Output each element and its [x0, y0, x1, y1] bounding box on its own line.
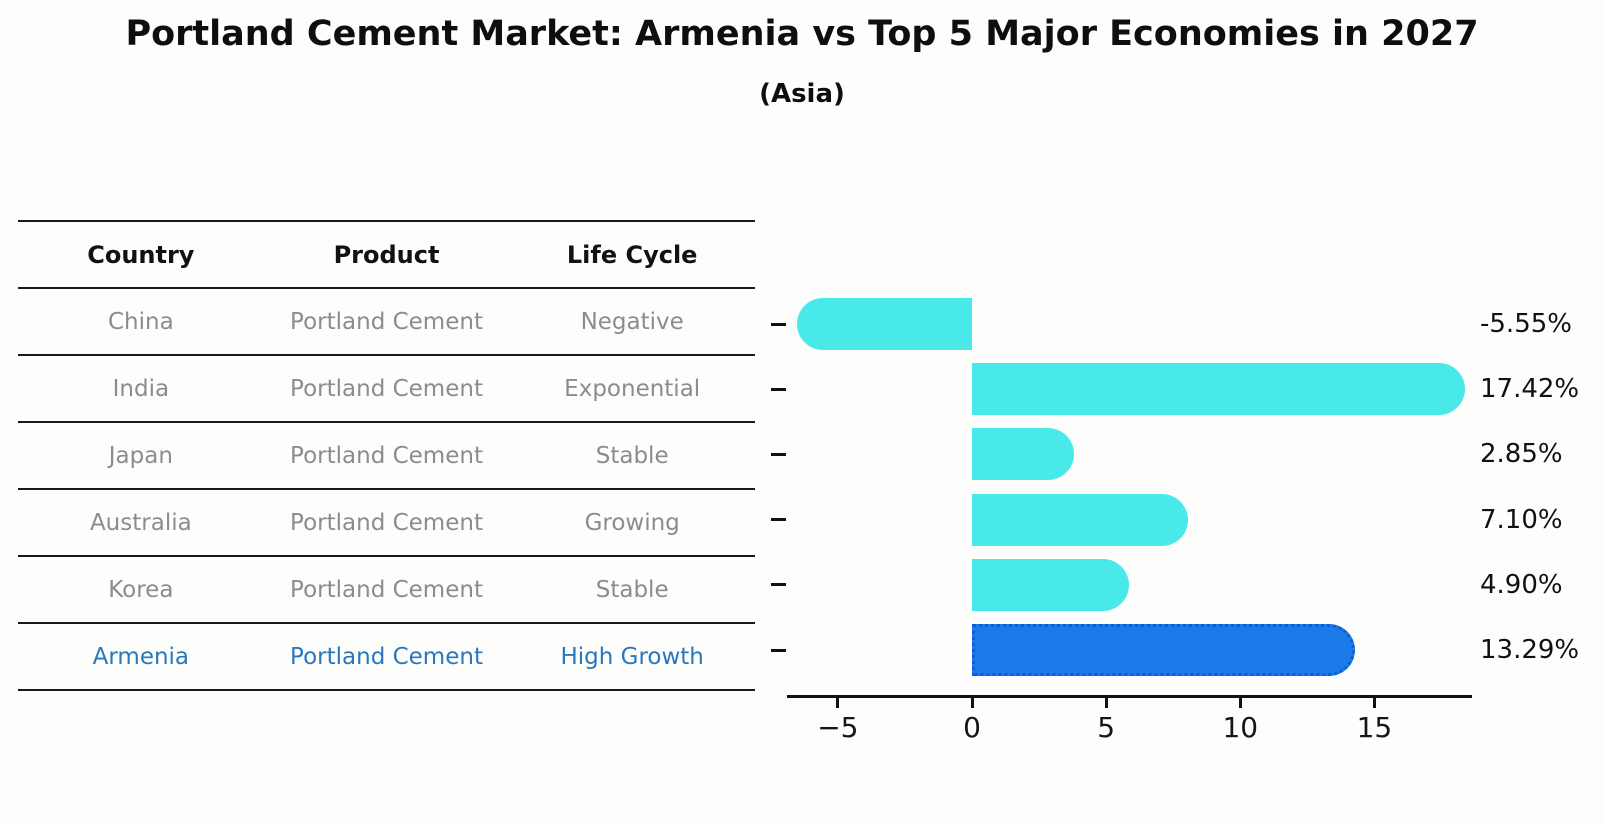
cell-country: Armenia — [92, 643, 190, 670]
value-label-china: -5.55% — [1480, 309, 1572, 339]
y-tick-korea — [771, 583, 786, 587]
table-body: China Portland Cement Negative India Portlan… — [18, 289, 755, 691]
table-row-japan: Japan Portland Cement Stable — [18, 423, 755, 490]
cell-life-cycle: Exponential — [564, 375, 701, 402]
x-tick-mark-15 — [1372, 698, 1376, 708]
x-tick-mark-0 — [970, 698, 974, 708]
y-tick-japan — [771, 452, 786, 456]
cell-product: Portland Cement — [290, 643, 483, 670]
cell-life-cycle: High Growth — [560, 643, 704, 670]
value-label-australia: 7.10% — [1480, 504, 1563, 535]
y-tick-china — [771, 322, 786, 326]
cell-country: China — [107, 308, 174, 335]
cell-life-cycle: Negative — [580, 308, 684, 335]
bar-japan — [972, 428, 1075, 481]
cell-product: Portland Cement — [290, 375, 483, 402]
data-table: Country Product Life Cycle China Portland… — [18, 220, 755, 691]
cell-product: Portland Cement — [290, 308, 483, 335]
column-header-product: Product — [333, 240, 440, 269]
bar-armenia — [972, 624, 1355, 676]
x-tick-label-5: 5 — [1097, 711, 1116, 744]
table-header-row: Country Product Life Cycle — [18, 222, 755, 289]
column-header-lifecycle: Life Cycle — [566, 240, 698, 269]
x-tick-label--5: −5 — [817, 711, 859, 744]
cell-life-cycle: Stable — [595, 576, 669, 603]
cell-country: Japan — [108, 442, 173, 469]
cell-product: Portland Cement — [290, 576, 483, 603]
y-tick-armenia — [771, 648, 786, 652]
table-row-india: India Portland Cement Exponential — [18, 356, 755, 423]
table-row-australia: Australia Portland Cement Growing — [18, 490, 755, 557]
value-label-armenia: 13.29% — [1480, 635, 1580, 665]
bar-china — [797, 298, 972, 350]
table-row-china: China Portland Cement Negative — [18, 289, 755, 356]
table-row-armenia: Armenia Portland Cement High Growth — [18, 624, 755, 691]
cell-life-cycle: Growing — [584, 509, 680, 536]
value-label-japan: 2.85% — [1480, 439, 1563, 470]
x-tick-label-15: 15 — [1356, 711, 1393, 744]
table-row-korea: Korea Portland Cement Stable — [18, 557, 755, 624]
x-tick-mark--5 — [836, 698, 840, 708]
cell-country: India — [112, 375, 170, 402]
cell-life-cycle: Stable — [595, 442, 669, 469]
y-tick-australia — [771, 518, 786, 522]
bar-india — [972, 363, 1466, 416]
column-header-country: Country — [87, 240, 195, 269]
value-label-korea: 4.90% — [1480, 569, 1563, 600]
cell-product: Portland Cement — [290, 442, 483, 469]
x-axis-line — [787, 695, 1472, 698]
value-label-india: 17.42% — [1480, 374, 1580, 405]
x-tick-mark-10 — [1238, 698, 1242, 708]
x-tick-mark-5 — [1104, 698, 1108, 708]
bar-korea — [972, 558, 1130, 611]
cell-country: Australia — [89, 509, 192, 536]
bar-australia — [972, 493, 1189, 546]
chart-subtitle: (Asia) — [759, 79, 845, 109]
cell-product: Portland Cement — [290, 509, 483, 536]
x-tick-label-10: 10 — [1222, 711, 1259, 744]
y-tick-india — [771, 387, 786, 391]
cell-country: Korea — [108, 576, 174, 603]
chart-title: Portland Cement Market: Armenia vs Top 5… — [125, 14, 1479, 54]
x-tick-label-0: 0 — [963, 711, 981, 744]
